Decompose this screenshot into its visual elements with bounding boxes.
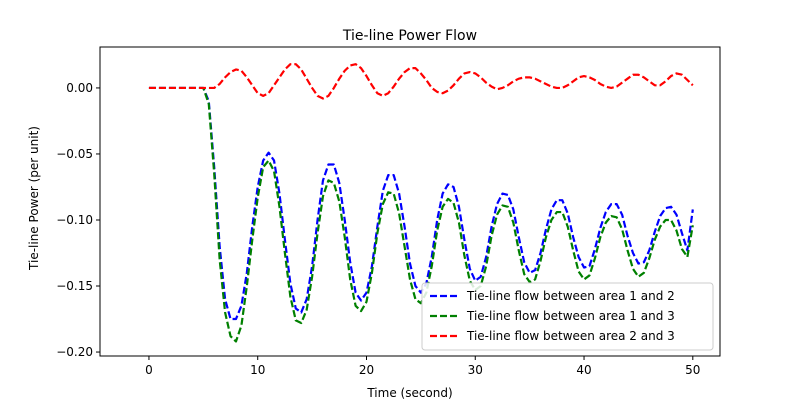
x-tick-label: 50 bbox=[685, 363, 700, 377]
legend-label-2: Tie-line flow between area 1 and 3 bbox=[466, 309, 675, 323]
x-tick-label: 30 bbox=[468, 363, 483, 377]
series-line-3 bbox=[148, 63, 694, 100]
series-line-1 bbox=[148, 86, 694, 321]
series-line-2 bbox=[148, 86, 694, 343]
plot-lines bbox=[148, 63, 694, 343]
y-axis-ticks: 0.00 −0.05 −0.10 −0.15 −0.20 bbox=[56, 81, 100, 359]
x-axis-ticks: 0 10 20 30 40 50 bbox=[145, 356, 700, 377]
x-tick-label: 10 bbox=[250, 363, 265, 377]
chart-title: Tie-line Power Flow bbox=[342, 28, 477, 44]
x-tick-label: 0 bbox=[145, 363, 153, 377]
plot-area-frame bbox=[99, 46, 721, 357]
y-tick-label: −0.15 bbox=[56, 279, 93, 293]
legend-box bbox=[421, 282, 714, 351]
x-tick-label: 20 bbox=[359, 363, 374, 377]
y-tick-label: −0.05 bbox=[56, 147, 93, 161]
legend-label-3: Tie-line flow between area 2 and 3 bbox=[466, 329, 675, 343]
x-axis-label: Time (second) bbox=[366, 386, 452, 400]
legend: Tie-line flow between area 1 and 2 Tie-li… bbox=[421, 282, 714, 351]
y-tick-label: −0.20 bbox=[56, 345, 93, 359]
y-tick-label: 0.00 bbox=[66, 81, 93, 95]
legend-label-1: Tie-line flow between area 1 and 2 bbox=[466, 289, 675, 303]
y-axis-label: Tie-line Power (per unit) bbox=[27, 126, 41, 271]
y-tick-label: −0.10 bbox=[56, 213, 93, 227]
x-tick-label: 40 bbox=[576, 363, 591, 377]
